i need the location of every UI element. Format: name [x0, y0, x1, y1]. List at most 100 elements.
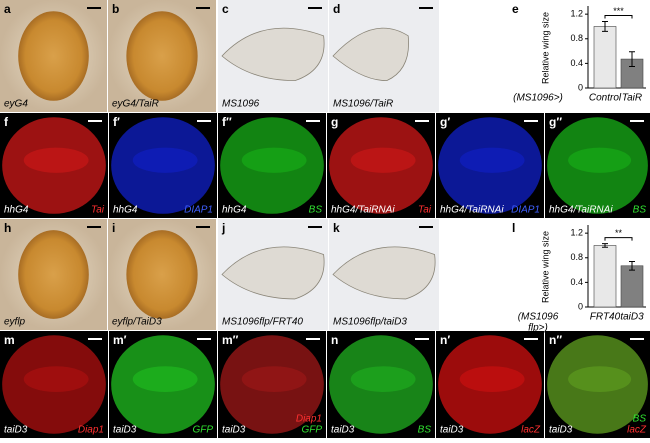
- stain-label: Diap1: [78, 425, 104, 436]
- genotype-label: taiD3: [331, 425, 355, 436]
- genotype-label: taiD3: [440, 425, 464, 436]
- genotype-label: MS1096/TaiR: [333, 99, 393, 110]
- panel-letter: c: [222, 2, 229, 16]
- genotype-label: MS1096flp/taiD3: [333, 317, 407, 328]
- error-bar: [602, 243, 608, 248]
- x-tick-label: Control: [589, 93, 622, 104]
- y-axis-title: Relative wing size: [540, 231, 550, 303]
- chart-letter: e: [512, 2, 519, 16]
- x-tick-label: FRT40: [590, 312, 621, 323]
- stain-label: GFP: [301, 425, 322, 436]
- genotype-label: taiD3: [113, 425, 137, 436]
- genotype-label: taiD3: [222, 425, 246, 436]
- panel: g hhG4/TaiRNAi Tai: [327, 113, 435, 218]
- condition-label: (MS1096>): [513, 93, 563, 104]
- y-tick-label: 0.4: [570, 58, 583, 68]
- panel: n taiD3 BS: [327, 331, 435, 438]
- tissue-core: [459, 366, 525, 392]
- panel: f′ hhG4 DIAP1: [109, 113, 217, 218]
- stain-label: BS: [633, 205, 647, 216]
- genotype-label: hhG4: [4, 205, 29, 216]
- panel: k MS1096flp/taiD3: [329, 219, 439, 330]
- eye: [126, 11, 198, 101]
- panel-letter: g′′: [549, 115, 562, 129]
- error-bar: [629, 51, 635, 67]
- tissue-core: [241, 147, 307, 173]
- wing: [332, 27, 409, 82]
- stain-label: BS: [418, 425, 432, 436]
- panel-letter: b: [112, 2, 119, 16]
- genotype-label: hhG4: [113, 205, 138, 216]
- stain-label: GFP: [192, 425, 213, 436]
- tissue-core: [23, 147, 89, 173]
- panel-letter: i: [112, 221, 115, 235]
- genotype-label: hhG4/TaiRNAi: [331, 205, 395, 216]
- wing: [221, 27, 325, 82]
- stain-label: DIAP1: [511, 205, 540, 216]
- panel-letter: n′′: [549, 333, 562, 347]
- panel: m′ taiD3 GFP: [109, 331, 217, 438]
- wing: [221, 246, 325, 300]
- panel-letter: j: [221, 221, 225, 235]
- significance-bracket: [604, 15, 633, 19]
- tissue-core: [350, 366, 416, 392]
- tissue-core: [132, 147, 198, 173]
- stain-label: DIAP1: [184, 205, 213, 216]
- panel: n′ taiD3 lacZ: [436, 331, 544, 438]
- genotype-label: MS1096: [222, 99, 260, 110]
- panel: g′ hhG4/TaiRNAi DIAP1: [436, 113, 544, 218]
- tissue-core: [23, 366, 89, 392]
- bar: [593, 26, 617, 89]
- significance-bracket: [604, 237, 633, 241]
- y-tick-label: 1.2: [570, 9, 583, 19]
- significance: ***: [613, 6, 624, 16]
- stain-label: BS: [633, 414, 647, 425]
- tissue-core: [568, 147, 632, 173]
- panel-letter: m′: [113, 333, 127, 347]
- bar: [593, 245, 617, 308]
- panel: h eyflp: [0, 219, 107, 330]
- genotype-label: hhG4/TaiRNAi: [549, 205, 613, 216]
- tissue-core: [241, 366, 307, 392]
- genotype-label: taiD3: [4, 425, 28, 436]
- tissue-core: [459, 147, 525, 173]
- panel-letter: f′′: [222, 115, 232, 129]
- tissue-core: [568, 366, 632, 392]
- panel-letter: g′: [440, 115, 450, 129]
- condition-label: flp>): [528, 323, 548, 334]
- panel-letter: d: [333, 2, 340, 16]
- panel-letter: n: [331, 333, 338, 347]
- y-tick-label: 0.8: [570, 33, 583, 43]
- panel-letter: n′: [440, 333, 450, 347]
- eye: [18, 11, 89, 101]
- panel-letter: f′: [113, 115, 120, 129]
- panel-letter: m: [4, 333, 15, 347]
- panel-letter: a: [4, 2, 11, 16]
- y-tick-label: 0: [578, 82, 583, 92]
- stain-label: lacZ: [521, 425, 541, 436]
- genotype-label: eyflp/TaiD3: [112, 317, 162, 328]
- panel: m taiD3 Diap1: [0, 331, 108, 438]
- panel: j MS1096flp/FRT40: [218, 219, 328, 330]
- genotype-label: eyflp: [4, 317, 26, 328]
- genotype-label: MS1096flp/FRT40: [222, 317, 303, 328]
- error-bar: [629, 260, 635, 271]
- chart-letter: l: [512, 221, 515, 235]
- eye: [18, 230, 89, 319]
- genotype-label: eyG4/TaiR: [112, 99, 159, 110]
- y-tick-label: 1.2: [570, 228, 583, 238]
- panel: c MS1096: [218, 0, 328, 112]
- condition-label: (MS1096: [518, 312, 559, 323]
- panel-letter: g: [331, 115, 338, 129]
- panel: f′′ hhG4 BS: [218, 113, 326, 218]
- tissue-core: [350, 147, 416, 173]
- bar: [620, 265, 644, 308]
- panel: b eyG4/TaiR: [108, 0, 216, 112]
- panel: g′′ hhG4/TaiRNAi BS: [545, 113, 650, 218]
- tissue-core: [132, 366, 198, 392]
- panel-letter: f: [4, 115, 9, 129]
- x-tick-label: taiD3: [620, 312, 644, 323]
